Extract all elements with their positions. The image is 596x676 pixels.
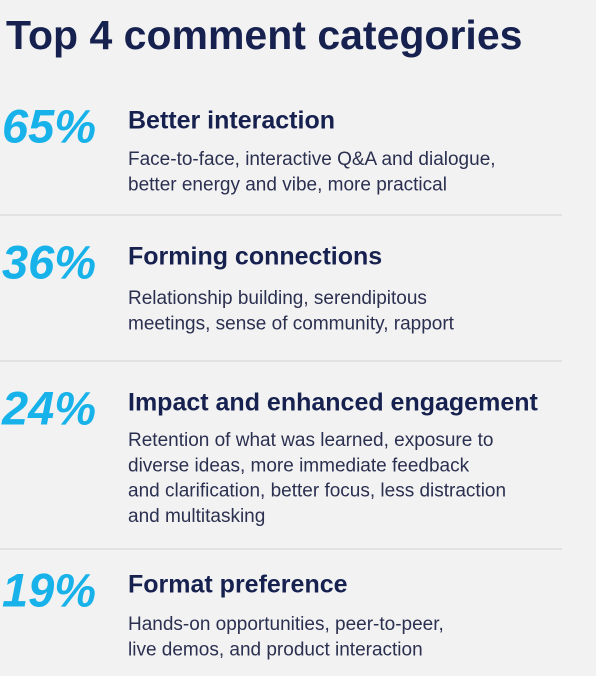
category-description: live demos, and product interaction — [128, 639, 423, 660]
category-heading: Impact and enhanced engagement — [128, 389, 538, 417]
category-heading: Forming connections — [128, 243, 382, 271]
percent: 36% — [2, 235, 96, 288]
category-description: meetings, sense of community, rapport — [128, 313, 455, 334]
category-description: Hands-on opportunities, peer-to-peer, — [128, 614, 444, 635]
category-description: and clarification, better focus, less di… — [128, 481, 506, 502]
percent: 65% — [2, 99, 96, 152]
title: Top 4 comment categories — [6, 12, 522, 58]
category-description: better energy and vibe, more practical — [128, 174, 447, 195]
category-description: diverse ideas, more immediate feedback — [128, 455, 470, 476]
percent: 19% — [2, 563, 96, 616]
category-description: Relationship building, serendipitous — [128, 288, 427, 309]
category-heading: Format preference — [128, 571, 348, 599]
category-description: Face-to-face, interactive Q&A and dialog… — [128, 149, 496, 170]
category-description: and multitasking — [128, 506, 265, 527]
percent: 24% — [1, 381, 96, 434]
category-description: Retention of what was learned, exposure … — [128, 430, 493, 451]
category-heading: Better interaction — [128, 107, 335, 135]
